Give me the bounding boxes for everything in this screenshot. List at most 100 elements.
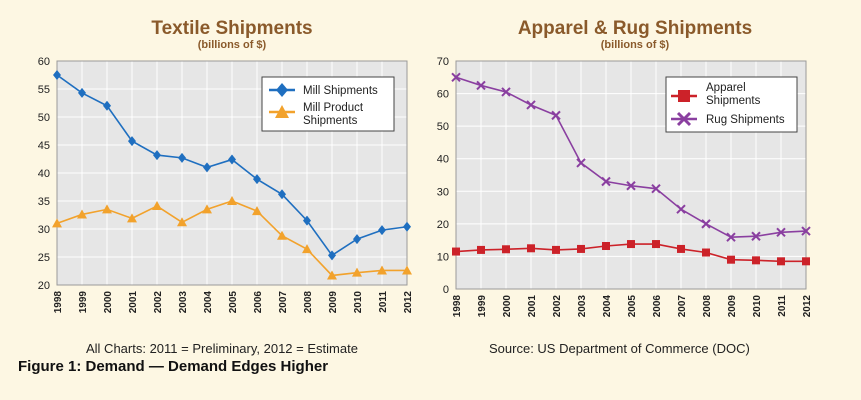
apparel-series-rug-shipments-point [476, 80, 486, 91]
apparel-chart-subtitle: (billions of $) [601, 39, 670, 51]
apparel-series-apparel-shipments-point [677, 244, 685, 253]
apparel-series-rug-shipments-point [551, 110, 561, 121]
textile-series-mill-product-shipments-point [252, 206, 262, 216]
textile-series-mill-shipments-point [103, 100, 111, 111]
textile-series-mill-product-shipments-point [127, 213, 137, 223]
apparel-y-tick-label: 70 [437, 56, 449, 68]
legend-apparel-label: Apparel Shipments [706, 82, 761, 107]
apparel-series-rug-shipments-point-stroke-b [751, 231, 761, 241]
apparel-series-apparel-shipments-point [527, 244, 535, 253]
legend-mill-shipments-label: Mill Shipments [303, 85, 378, 97]
apparel-x-tick-label: 2001 [527, 295, 538, 318]
apparel-series-rug-shipments-point-stroke-b [801, 226, 811, 236]
textile-series-mill-shipments-point [303, 215, 311, 226]
textile-series-mill-product-shipments-point [302, 244, 312, 254]
textile-series-mill-product-shipments-point [352, 267, 362, 277]
apparel-series-rug-shipments-point [776, 227, 786, 238]
apparel-y-tick-label: 40 [437, 154, 449, 166]
textile-series-mill-product-shipments-point [277, 230, 287, 240]
apparel-x-tick-label: 2000 [502, 295, 513, 318]
textile-series-mill-shipments-point [78, 87, 86, 98]
textile-series-mill-product-shipments-point [102, 204, 112, 214]
textile-series-mill-product-shipments-point [52, 218, 62, 228]
textile-x-tick-label: 2004 [203, 291, 214, 314]
apparel-series-rug-shipments-point-stroke-b [476, 80, 486, 91]
textile-series-mill-product-shipments-point [77, 209, 87, 219]
apparel-x-tick-label: 2004 [602, 295, 613, 318]
textile-x-tick-label: 2001 [128, 291, 139, 314]
textile-series-mill-product-shipments-point [327, 270, 337, 280]
legend-mill-shipments-marker [276, 83, 288, 97]
textile-series-mill-shipments-point [353, 234, 361, 245]
apparel-legend-box [665, 76, 798, 133]
legend-mill-product-label-line1: Mill Product [303, 102, 364, 114]
apparel-series-rug-shipments-point [451, 72, 461, 82]
textile-series-mill-product-shipments-point [227, 196, 237, 205]
textile-series-mill-product-shipments-point [202, 204, 212, 214]
legend-mill-product-label-line2: Shipments [303, 115, 358, 127]
textile-x-tick-label: 2011 [378, 291, 389, 313]
textile-series-mill-product-shipments-point [402, 265, 412, 275]
apparel-series-rug-shipments-point-stroke-b [451, 72, 461, 82]
apparel-y-tick-label: 0 [443, 284, 449, 296]
apparel-series-rug-shipments-point [501, 87, 511, 97]
textile-y-tick-label: 40 [38, 168, 50, 180]
textile-plot-border [56, 60, 408, 286]
apparel-plot-border [455, 60, 807, 290]
textile-series-mill-product-shipments-point [152, 201, 162, 211]
apparel-series-rug-shipments-point-stroke-b [576, 158, 586, 168]
apparel-series-rug-shipments-point-stroke-b [626, 181, 636, 191]
apparel-x-tick-label: 2006 [652, 295, 663, 318]
textile-x-tick-label: 2010 [353, 291, 364, 314]
textile-series-mill-shipments-point [278, 189, 286, 200]
textile-y-tick-label: 20 [38, 280, 50, 292]
apparel-x-tick-label: 2012 [802, 295, 813, 318]
textile-chart-subtitle: (billions of $) [198, 39, 267, 51]
apparel-series-apparel-shipments-point [752, 256, 760, 265]
apparel-series-apparel-shipments-point [652, 240, 660, 249]
apparel-series-rug-shipments-point-stroke-b [701, 219, 711, 229]
apparel-series-rug-shipments-point-stroke-b [651, 183, 661, 194]
textile-x-tick-label: 1999 [78, 291, 89, 314]
apparel-x-tick-label: 2003 [577, 295, 588, 318]
apparel-series-apparel-shipments-point [552, 245, 560, 254]
apparel-series-apparel-shipments-point [577, 244, 585, 253]
textile-x-tick-label: 2009 [328, 291, 339, 314]
apparel-x-tick-label: 2008 [702, 295, 713, 318]
textile-x-tick-label: 2003 [178, 291, 189, 314]
textile-y-tick-label: 25 [38, 252, 50, 264]
textile-y-tick-label: 60 [38, 56, 50, 68]
textile-y-tick-label: 35 [38, 196, 50, 208]
apparel-series-apparel-shipments-point [502, 245, 510, 254]
apparel-x-tick-label: 1998 [452, 295, 463, 318]
textile-x-tick-label: 2007 [278, 291, 289, 314]
textile-x-tick-label: 2000 [103, 291, 114, 314]
textile-y-tick-label: 55 [38, 84, 50, 96]
apparel-x-tick-label: 2010 [752, 295, 763, 318]
apparel-x-tick-label: 2005 [627, 295, 638, 318]
apparel-series-rug-shipments-point [576, 158, 586, 168]
apparel-y-tick-label: 20 [437, 219, 449, 231]
apparel-y-tick-label: 60 [437, 89, 449, 101]
legend-rug-marker-b [676, 111, 692, 127]
textile-x-tick-label: 2006 [253, 291, 264, 314]
apparel-series-rug-shipments-point-stroke-b [601, 176, 611, 187]
apparel-x-tick-label: 2007 [677, 295, 688, 318]
textile-x-tick-label: 2012 [403, 291, 414, 314]
textile-x-tick-label: 2002 [153, 291, 164, 314]
apparel-x-tick-label: 2011 [777, 295, 788, 317]
apparel-series-rug-shipments-point [526, 100, 536, 110]
textile-y-tick-label: 50 [38, 112, 50, 124]
apparel-series-rug-shipments-point-stroke-b [501, 87, 511, 97]
textile-x-tick-label: 1998 [53, 291, 64, 314]
apparel-series-apparel-shipments-point [702, 248, 710, 257]
apparel-chart-title: Apparel & Rug Shipments [518, 18, 752, 39]
textile-chart: Textile Shipments(billions of $) 20 25 30 35… [38, 18, 414, 313]
textile-y-tick-label: 30 [38, 224, 50, 236]
apparel-series-rug-shipments-point [626, 181, 636, 191]
apparel-chart: Apparel & Rug Shipments(billions of $) 01… [437, 18, 813, 317]
textile-series-mill-shipments-point [378, 225, 386, 236]
apparel-series-apparel-shipments-point [777, 257, 785, 266]
source-note: Source: US Department of Commerce (DOC) [489, 341, 750, 356]
